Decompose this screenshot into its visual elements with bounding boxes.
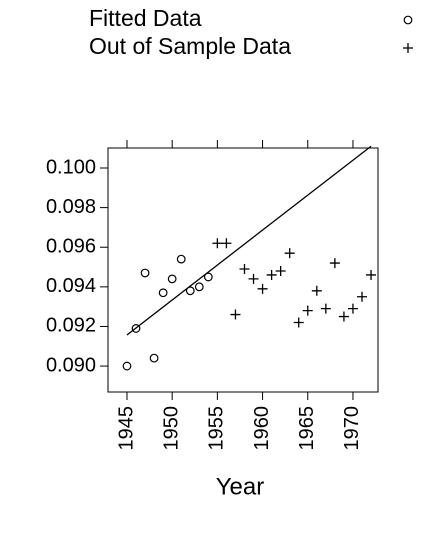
x-tick-label: 1955 [206,406,228,451]
x-axis-label: Year [216,473,265,500]
y-tick-label: 0.100 [46,156,96,178]
point [149,353,159,363]
legend-label: Fitted Data [89,5,202,31]
point [185,286,195,296]
point [221,238,232,249]
point [167,274,177,284]
point [203,272,213,282]
point [194,282,204,292]
x-tick-label: 1945 [115,406,137,451]
point [347,303,358,314]
y-tick-label: 0.096 [46,236,96,258]
point [131,324,141,333]
point [320,303,331,314]
point [248,273,259,284]
point [366,269,377,280]
y-tick-label: 0.092 [46,315,96,337]
point [239,264,250,275]
legend-marker [403,15,413,25]
point [275,265,286,276]
point [176,254,186,264]
x-tick-label: 1970 [341,406,363,451]
point [302,305,313,316]
fit-line [126,145,372,336]
x-tick-label: 1950 [160,406,182,451]
point [284,248,295,259]
point [158,288,168,298]
point [338,311,349,322]
point [329,258,340,269]
point [140,268,150,278]
x-tick-label: 1960 [251,406,273,451]
point [293,317,304,328]
point [266,269,277,280]
legend-label: Out of Sample Data [89,33,291,59]
y-tick-label: 0.090 [46,354,96,376]
point [357,291,368,302]
point [122,361,132,371]
point [212,238,223,249]
point [257,283,268,294]
plot-frame [107,147,379,393]
point [311,285,322,296]
x-tick-label: 1965 [296,406,318,451]
y-tick-label: 0.094 [46,275,96,297]
point [230,309,241,320]
legend-marker [403,43,413,53]
y-tick-label: 0.098 [46,196,96,218]
